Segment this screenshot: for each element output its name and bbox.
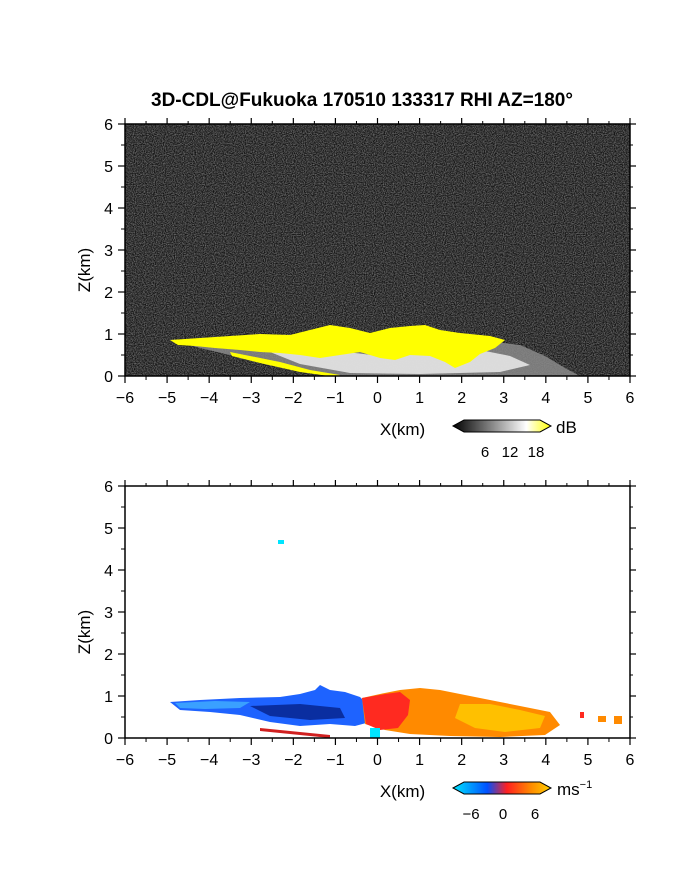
echo-yellow-streak [230, 352, 340, 376]
y-tick-label: 0 [104, 369, 113, 386]
velocity-speck [370, 728, 380, 738]
colorbar-label: dB [556, 418, 577, 437]
velocity-red-region [362, 692, 410, 730]
y-tick-label: 3 [104, 243, 113, 260]
colorbar-velocity: ms−1 −6 0 6 [451, 779, 592, 823]
velocity-speck [614, 716, 622, 724]
y-tick-label: 5 [104, 159, 113, 176]
y-tick-label: 3 [104, 605, 113, 622]
velocity-yellow-region [455, 704, 545, 732]
x-tick-label: 0 [373, 752, 382, 769]
y-tick-label: 6 [104, 117, 113, 134]
x-tick-label: −4 [200, 752, 218, 769]
y-tick-label: 4 [104, 201, 113, 218]
x-tick-label: −1 [326, 390, 344, 407]
y-axis-label: Z(km) [75, 610, 94, 654]
velocity-speck [278, 540, 284, 544]
chart-title: 3D-CDL@Fukuoka 170510 133317 RHI AZ=180° [151, 90, 573, 111]
colorbar-label: ms−1 [557, 779, 592, 799]
x-tick-label: 4 [541, 752, 550, 769]
velocity-ground-streak [260, 728, 330, 738]
x-tick-label: −5 [158, 390, 176, 407]
colorbar-gradient [451, 781, 553, 795]
x-tick-label: 3 [499, 390, 508, 407]
colorbar-tick: 12 [502, 444, 519, 461]
y-tick-label: 4 [104, 563, 113, 580]
x-tick-label: 3 [499, 752, 508, 769]
echo-layer [170, 325, 580, 376]
x-tick-label: −1 [326, 752, 344, 769]
y-tick-label: 6 [104, 479, 113, 496]
y-tick-label: 1 [104, 689, 113, 706]
x-axis-label: X(km) [380, 782, 425, 801]
x-axis-label: X(km) [380, 420, 425, 439]
colorbar-reflectivity: dB 6 12 18 [451, 418, 577, 461]
x-tick-label: 6 [626, 390, 635, 407]
y-tick-label: 5 [104, 521, 113, 538]
x-tick-label: −6 [116, 390, 134, 407]
velocity-layer [170, 540, 622, 738]
x-tick-label: −5 [158, 752, 176, 769]
echo-yellow-region [170, 325, 505, 368]
colorbar-tick: 6 [481, 444, 489, 461]
y-axis-label: Z(km) [75, 248, 94, 292]
y-tick-label: 0 [104, 731, 113, 748]
y-tick-label: 2 [104, 285, 113, 302]
x-tick-label: 2 [457, 390, 466, 407]
x-tick-label: −3 [242, 390, 260, 407]
y-tick-label: 2 [104, 647, 113, 664]
colorbar-tick: 18 [528, 444, 545, 461]
velocity-speck [598, 716, 606, 722]
x-tick-label: −2 [284, 390, 302, 407]
x-tick-label: 4 [541, 390, 550, 407]
x-tick-label: 0 [373, 390, 382, 407]
x-tick-label: 1 [415, 752, 424, 769]
panel-velocity: −6 −5 −4 −3 −2 −1 0 1 2 3 4 5 6 0 1 2 3 4 5 6 X(km) Z(km) [75, 479, 636, 801]
x-tick-label: −4 [200, 390, 218, 407]
x-tick-label: 6 [626, 752, 635, 769]
colorbar-tick: −6 [462, 806, 479, 823]
y-tick-label: 1 [104, 327, 113, 344]
x-tick-label: −3 [242, 752, 260, 769]
x-tick-label: 5 [583, 752, 592, 769]
velocity-speck [580, 712, 584, 718]
x-tick-label: −6 [116, 752, 134, 769]
panel-reflectivity: −6 −5 −4 −3 −2 −1 0 1 2 3 4 5 6 0 1 2 3 4 5 6 X(km) Z(km) [75, 117, 636, 439]
velocity-light-blue-region [175, 701, 250, 709]
colorbar-tick: 0 [499, 806, 507, 823]
x-tick-label: 5 [583, 390, 592, 407]
x-tick-label: 1 [415, 390, 424, 407]
x-tick-label: −2 [284, 752, 302, 769]
colorbar-gradient [451, 419, 553, 433]
velocity-dark-blue-region [250, 704, 345, 720]
colorbar-tick: 6 [531, 806, 539, 823]
x-tick-label: 2 [457, 752, 466, 769]
